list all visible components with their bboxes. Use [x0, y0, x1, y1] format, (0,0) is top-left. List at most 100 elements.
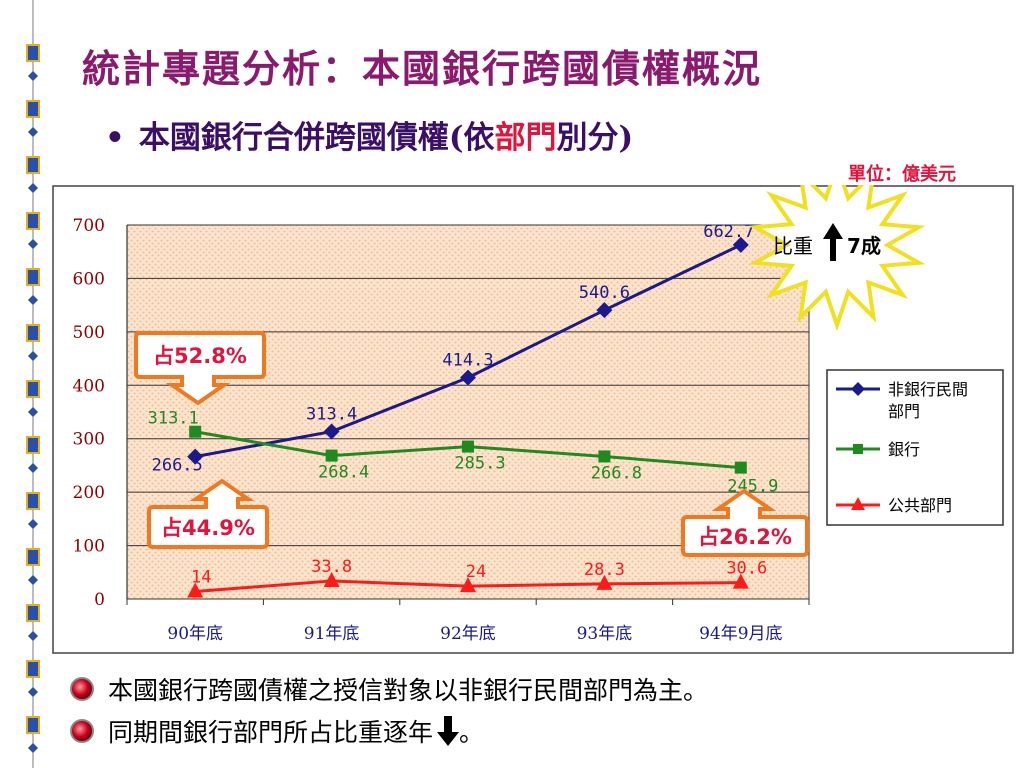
legend-label: 銀行 [888, 440, 920, 459]
decorative-diamond [28, 295, 38, 305]
data-label: 285.3 [454, 454, 505, 474]
data-point [596, 302, 613, 319]
callout-box: 占44.9% [147, 478, 269, 549]
x-tick-label: 93年底 [577, 624, 633, 644]
data-point [189, 425, 202, 438]
data-label: 313.4 [306, 405, 357, 425]
decorative-block [26, 548, 40, 566]
page-title: 統計專題分析：本國銀行跨國債權概況 [82, 46, 763, 91]
data-point [325, 449, 338, 462]
decorative-diamond [28, 239, 38, 249]
starburst-suffix: 7成 [847, 234, 881, 258]
decorative-diamond [28, 407, 38, 417]
callout-box: 占52.8% [134, 331, 266, 406]
starburst-shape [748, 185, 926, 332]
up-arrow-icon [830, 237, 836, 261]
bullet-text: 同期間銀行部門所占比重逐年 [108, 718, 434, 747]
page-subtitle: • 本國銀行合併跨國債權(依部門別分) [105, 112, 633, 157]
data-point [734, 461, 747, 474]
decorative-diamond [28, 463, 38, 473]
y-tick-label: 600 [73, 269, 105, 289]
data-label: 33.8 [311, 557, 352, 577]
decorative-block [26, 156, 40, 174]
legend-marker [851, 382, 865, 396]
unit-label: 單位：億美元 [848, 164, 956, 185]
x-tick-label: 91年底 [304, 624, 360, 644]
legend-label: 非銀行民間 [888, 380, 968, 399]
x-tick-label: 90年底 [167, 624, 223, 644]
decorative-block [26, 660, 40, 678]
decorative-block [26, 100, 40, 118]
data-label: 414.3 [442, 351, 493, 371]
decorative-block [26, 380, 40, 398]
callout-text: 占52.8% [153, 344, 247, 368]
up-arrow-head [823, 223, 843, 239]
callout-box: 占26.2% [681, 488, 809, 557]
data-label: 313.1 [148, 409, 199, 429]
y-tick-label: 0 [94, 590, 105, 610]
data-point [460, 577, 476, 593]
bullet-text: 本國銀行跨國債權之授信對象以非銀行民間部門為主。 [108, 676, 709, 705]
decorative-border [26, 0, 40, 768]
subtitle-highlight: 部門 [494, 120, 557, 156]
data-point [732, 236, 749, 253]
data-label: 266.5 [152, 456, 203, 476]
data-label: 266.8 [591, 463, 642, 483]
legend-marker [851, 497, 865, 510]
subtitle-bullet: • [105, 120, 125, 156]
bullet-item: 本國銀行跨國債權之授信對象以非銀行民間部門為主。 [70, 668, 708, 710]
decorative-diamond [28, 183, 38, 193]
y-tick-label: 400 [73, 376, 105, 396]
bullet-list: 本國銀行跨國債權之授信對象以非銀行民間部門為主。 同期間銀行部門所占比重逐年 。 [70, 668, 708, 752]
x-tick-label: 92年底 [440, 624, 496, 644]
starburst-prefix: 比重 [773, 234, 813, 258]
decorative-diamond [28, 687, 38, 697]
data-point [596, 574, 613, 590]
callout-outline [147, 478, 269, 549]
down-arrow-icon [437, 716, 460, 746]
legend-marker [853, 444, 863, 454]
y-tick-label: 700 [73, 216, 105, 236]
decorative-diamond [28, 71, 38, 81]
subtitle-prefix: 本國銀行合併跨國債權(依 [138, 120, 495, 156]
data-label: 540.6 [579, 283, 630, 303]
data-point [732, 573, 749, 589]
decorative-block [26, 268, 40, 286]
data-point [323, 571, 340, 587]
x-tick-label: 94年9月底 [699, 624, 782, 644]
data-point [460, 369, 476, 386]
decorative-block [26, 324, 40, 342]
data-point [323, 423, 340, 440]
data-point [598, 450, 611, 463]
y-tick-label: 300 [73, 430, 105, 450]
bullet-item: 同期間銀行部門所占比重逐年 。 [70, 710, 708, 752]
decorative-diamond [28, 127, 38, 137]
legend-label-cont: 部門 [888, 402, 920, 421]
callout-outline [681, 488, 809, 557]
legend-label: 公共部門 [888, 496, 952, 515]
bullet-text-end: 。 [459, 718, 485, 747]
y-tick-label: 200 [73, 483, 105, 503]
data-label: 30.6 [726, 559, 767, 579]
decorative-block [26, 212, 40, 230]
data-label: 24 [466, 562, 486, 582]
y-tick-label: 100 [73, 537, 105, 557]
data-label: 662.7 [703, 222, 754, 242]
callout-outline [134, 331, 266, 406]
decorative-block [26, 436, 40, 454]
bullet-icon [70, 719, 94, 743]
bullet-icon [70, 677, 94, 701]
decorative-block [26, 604, 40, 622]
decorative-block [26, 716, 40, 734]
callout-text: 占26.2% [698, 525, 792, 549]
data-point [187, 448, 204, 465]
data-label: 28.3 [584, 560, 625, 580]
decorative-block [26, 44, 40, 62]
decorative-diamond [28, 743, 38, 753]
decorative-diamond [28, 575, 38, 585]
data-label: 14 [191, 568, 211, 588]
data-point [462, 440, 474, 453]
decorative-block [26, 492, 40, 510]
decorative-diamond [28, 351, 38, 361]
callout-text: 占44.9% [161, 516, 255, 540]
